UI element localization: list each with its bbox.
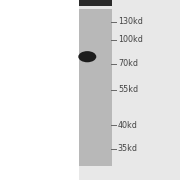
Bar [79, 0, 180, 180]
Text: 35kd: 35kd [118, 144, 138, 153]
Text: 40kd: 40kd [118, 121, 138, 130]
Text: 55kd: 55kd [118, 86, 138, 94]
Bar [79, 0, 112, 6]
Bar [79, 9, 112, 166]
Text: 100kd: 100kd [118, 35, 143, 44]
Text: 70kd: 70kd [118, 59, 138, 68]
Ellipse shape [78, 51, 96, 62]
Text: 130kd: 130kd [118, 17, 143, 26]
